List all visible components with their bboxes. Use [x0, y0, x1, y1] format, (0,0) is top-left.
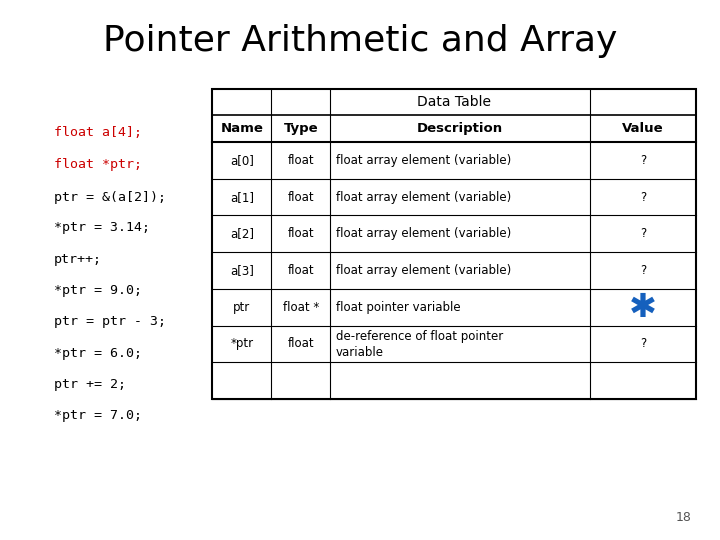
Text: ✱: ✱: [629, 291, 657, 324]
Text: *ptr = 6.0;: *ptr = 6.0;: [54, 347, 142, 360]
Text: Description: Description: [417, 122, 503, 135]
Text: float: float: [288, 338, 314, 350]
Text: de-reference of float pointer: de-reference of float pointer: [336, 330, 503, 343]
Text: a[1]: a[1]: [230, 191, 254, 204]
Text: a[3]: a[3]: [230, 264, 254, 277]
Text: float array element (variable): float array element (variable): [336, 154, 510, 167]
Text: *ptr = 9.0;: *ptr = 9.0;: [54, 284, 142, 297]
Text: float array element (variable): float array element (variable): [336, 191, 510, 204]
Text: ?: ?: [640, 264, 646, 277]
Text: ?: ?: [640, 338, 646, 350]
Text: *ptr = 3.14;: *ptr = 3.14;: [54, 221, 150, 234]
Text: float *: float *: [283, 301, 319, 314]
Text: Value: Value: [622, 122, 664, 135]
Text: Pointer Arithmetic and Array: Pointer Arithmetic and Array: [103, 24, 617, 57]
Text: *ptr = 7.0;: *ptr = 7.0;: [54, 409, 142, 422]
Text: float a[4];: float a[4];: [54, 126, 142, 139]
Text: float array element (variable): float array element (variable): [336, 227, 510, 240]
Text: ptr = ptr - 3;: ptr = ptr - 3;: [54, 315, 166, 328]
Text: ptr: ptr: [233, 301, 251, 314]
Text: float array element (variable): float array element (variable): [336, 264, 510, 277]
Text: variable: variable: [336, 346, 384, 359]
Text: Data Table: Data Table: [418, 95, 491, 109]
Text: a[2]: a[2]: [230, 227, 254, 240]
Text: float: float: [288, 227, 314, 240]
Text: a[0]: a[0]: [230, 154, 254, 167]
Text: ?: ?: [640, 154, 646, 167]
Text: ?: ?: [640, 227, 646, 240]
Text: 18: 18: [675, 511, 691, 524]
Text: ptr += 2;: ptr += 2;: [54, 378, 126, 391]
Text: Name: Name: [220, 122, 264, 135]
Text: ptr = &(a[2]);: ptr = &(a[2]);: [54, 191, 166, 204]
Text: float: float: [288, 264, 314, 277]
Text: float pointer variable: float pointer variable: [336, 301, 460, 314]
Text: ?: ?: [640, 191, 646, 204]
Text: Type: Type: [284, 122, 318, 135]
Text: float *ptr;: float *ptr;: [54, 158, 142, 171]
Bar: [212, 89, 696, 399]
Text: float: float: [288, 154, 314, 167]
Text: ptr++;: ptr++;: [54, 253, 102, 266]
Text: float: float: [288, 191, 314, 204]
Text: *ptr: *ptr: [230, 338, 253, 350]
